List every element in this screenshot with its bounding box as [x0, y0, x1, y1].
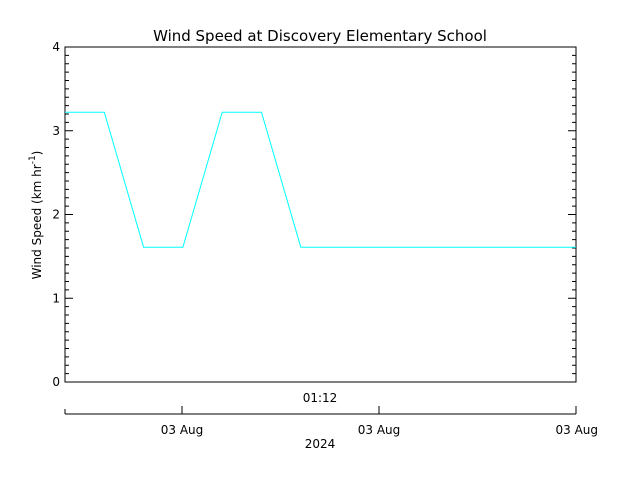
x-date-axis-ticks — [64, 406, 577, 414]
x-year-label: 2024 — [305, 437, 336, 451]
y-axis-label-main: Wind Speed (km hr — [30, 164, 44, 279]
y-tick-label: 1 — [52, 291, 60, 305]
y-axis-ticks — [65, 46, 576, 383]
y-tick-label: 3 — [52, 124, 60, 138]
x-date-axis-tick-labels: 03 Aug 03 Aug 03 Aug — [161, 423, 598, 437]
chart-title: Wind Speed at Discovery Elementary Schoo… — [153, 27, 487, 45]
series-line — [65, 111, 576, 248]
x-date-tick-label: 03 Aug — [555, 423, 598, 437]
x-date-tick-label: 03 Aug — [161, 423, 204, 437]
y-tick-label: 0 — [52, 375, 60, 389]
y-tick-label: 2 — [52, 208, 60, 222]
x-date-tick-label: 03 Aug — [358, 423, 401, 437]
y-axis-label-superscript: -1 — [28, 155, 38, 164]
series-lines — [65, 111, 576, 248]
plot-frame — [64, 46, 577, 383]
y-axis-tick-labels: 0 1 2 3 4 — [52, 40, 60, 389]
y-axis-label-tail: ) — [30, 151, 44, 156]
y-axis-label: Wind Speed (km hr-1) — [28, 151, 44, 280]
x-time-label: 01:12 — [303, 391, 338, 405]
y-tick-label: 4 — [52, 40, 60, 54]
